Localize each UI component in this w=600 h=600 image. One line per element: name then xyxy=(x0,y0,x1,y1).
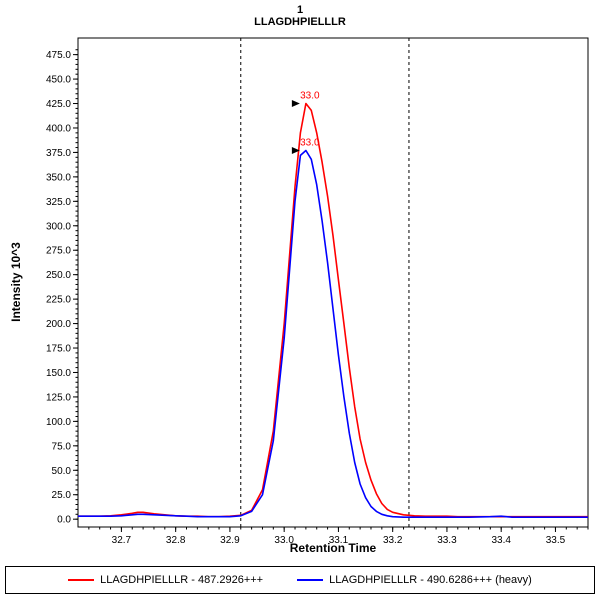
legend-line-swatch xyxy=(68,579,95,581)
integration-boundaries[interactable] xyxy=(240,38,410,527)
x-axis-label: Retention Time xyxy=(289,541,377,555)
svg-text:450.0: 450.0 xyxy=(46,75,71,86)
svg-text:33.5: 33.5 xyxy=(546,535,566,546)
svg-text:33.2: 33.2 xyxy=(383,535,403,546)
axis-ticks: 32.7 32.8 32.9 33.0 33.1 33.2 33.3 33.4 33.5 0.0 2… xyxy=(46,49,589,546)
legend-line-swatch xyxy=(297,579,324,581)
svg-text:33.1: 33.1 xyxy=(329,535,349,546)
svg-text:50.0: 50.0 xyxy=(52,466,72,477)
svg-text:100.0: 100.0 xyxy=(46,417,71,428)
svg-text:75.0: 75.0 xyxy=(52,441,72,452)
svg-text:33.0: 33.0 xyxy=(274,535,294,546)
legend-item-1: LLAGDHPIELLLR - 490.6286+++ (heavy) xyxy=(297,574,532,586)
svg-text:175.0: 175.0 xyxy=(46,344,71,355)
svg-text:33.3: 33.3 xyxy=(437,535,457,546)
peptide-title: LLAGDHPIELLLR xyxy=(254,16,346,28)
svg-text:200.0: 200.0 xyxy=(46,319,71,330)
series-line-1 xyxy=(78,149,588,519)
svg-text:32.9: 32.9 xyxy=(220,535,240,546)
svg-text:225.0: 225.0 xyxy=(46,295,71,306)
legend-label: LLAGDHPIELLLR - 490.6286+++ (heavy) xyxy=(329,574,532,586)
annotation-label: 33.0 xyxy=(300,137,320,148)
svg-text:400.0: 400.0 xyxy=(46,123,71,134)
svg-text:475.0: 475.0 xyxy=(46,50,71,61)
svg-text:125.0: 125.0 xyxy=(46,392,71,403)
svg-text:250.0: 250.0 xyxy=(46,270,71,281)
legend-label: LLAGDHPIELLLR - 487.2926+++ xyxy=(100,574,264,586)
peak-annotations: 33.0 33.0 xyxy=(291,91,320,154)
svg-text:350.0: 350.0 xyxy=(46,172,71,183)
annotation-label: 33.0 xyxy=(300,91,320,102)
pane-title: 1 xyxy=(296,4,304,16)
svg-text:25.0: 25.0 xyxy=(52,490,72,501)
svg-text:300.0: 300.0 xyxy=(46,221,71,232)
svg-text:32.8: 32.8 xyxy=(166,535,186,546)
svg-text:150.0: 150.0 xyxy=(46,368,71,379)
svg-text:32.7: 32.7 xyxy=(112,535,132,546)
svg-text:0.0: 0.0 xyxy=(57,515,71,526)
svg-text:275.0: 275.0 xyxy=(46,246,71,257)
legend: LLAGDHPIELLLR - 487.2926+++ LLAGDHPIELLLR… xyxy=(5,566,595,594)
plot-border xyxy=(77,37,589,528)
annotation-arrow-icon xyxy=(291,100,300,108)
svg-text:425.0: 425.0 xyxy=(46,99,71,110)
svg-text:375.0: 375.0 xyxy=(46,148,71,159)
svg-text:325.0: 325.0 xyxy=(46,197,71,208)
svg-text:33.4: 33.4 xyxy=(491,535,511,546)
legend-item-0: LLAGDHPIELLLR - 487.2926+++ xyxy=(68,574,263,586)
annotation-arrow-icon xyxy=(291,146,300,154)
plot-area[interactable]: 32.7 32.8 32.9 33.0 33.1 33.2 33.3 33.4 33.5 0.0 2… xyxy=(0,32,600,546)
